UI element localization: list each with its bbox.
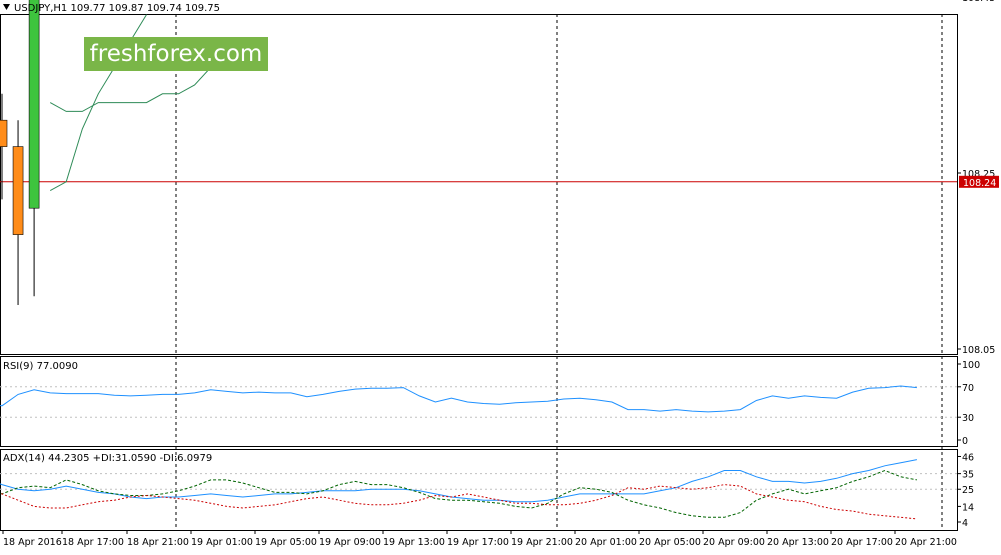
- adx-pane-frame: [0, 449, 958, 531]
- watermark-logo: freshforex.com: [84, 37, 268, 71]
- rsi-axis-label: 0: [962, 436, 968, 447]
- rsi-pane-frame: [0, 356, 958, 447]
- symbol-header: USDJPY,H1 109.77 109.87 109.74 109.75: [14, 3, 220, 14]
- time-axis-label: 19 Apr 09:00: [319, 537, 381, 548]
- rsi-axis-label: 70: [962, 383, 974, 394]
- time-axis-label: 20 Apr 13:00: [767, 537, 829, 548]
- adx-axis-label: 25: [962, 485, 974, 496]
- time-axis-label: 19 Apr 05:00: [255, 537, 317, 548]
- level-price-label: 108.24: [963, 178, 996, 189]
- adx-axis-label: 46: [962, 452, 974, 463]
- candle-bearish: [12, 146, 24, 235]
- time-axis-label: 20 Apr 21:00: [895, 537, 957, 548]
- rsi-label: RSI(9) 77.0090: [3, 361, 78, 372]
- time-axis-label: 20 Apr 17:00: [831, 537, 893, 548]
- adx-axis-label: 14: [962, 502, 974, 513]
- level-price-label-bg: [959, 175, 999, 188]
- time-axis-label: 18 Apr 21:00: [127, 537, 189, 548]
- rsi-axis-label: 30: [962, 413, 974, 424]
- adx-axis-label: 35: [962, 470, 974, 481]
- time-axis-label: 19 Apr 13:00: [383, 537, 445, 548]
- candle-bearish: [0, 119, 8, 147]
- time-axis-label: 18 Apr 2016: [3, 537, 62, 548]
- time-axis-label: 19 Apr 21:00: [511, 537, 573, 548]
- price-axis-label: 108.45: [962, 0, 995, 4]
- time-axis-label: 20 Apr 01:00: [575, 537, 637, 548]
- adx-axis-label: 4: [962, 518, 968, 529]
- rsi-line: [0, 385, 917, 413]
- time-axis-label: 20 Apr 05:00: [639, 537, 701, 548]
- price-axis-label: 108.05: [962, 345, 995, 356]
- time-axis-label: 19 Apr 17:00: [447, 537, 509, 548]
- time-axis-label: 18 Apr 17:00: [62, 537, 124, 548]
- bollinger-lower-band: [49, 40, 228, 112]
- adx-label: ADX(14) 44.2305 +DI:31.0590 -DI:6.0979: [3, 453, 212, 464]
- adx-minus-di-line: [0, 484, 917, 520]
- adx-plus-di-line: [0, 469, 917, 518]
- time-axis-label: 19 Apr 01:00: [191, 537, 253, 548]
- price-axis-label: 108.25: [962, 169, 995, 180]
- collapse-triangle-icon[interactable]: [3, 4, 10, 10]
- time-axis-label: 20 Apr 09:00: [703, 537, 765, 548]
- candle-bullish: [28, 0, 40, 209]
- rsi-axis-label: 100: [962, 360, 980, 371]
- main-pane-frame: [0, 14, 958, 355]
